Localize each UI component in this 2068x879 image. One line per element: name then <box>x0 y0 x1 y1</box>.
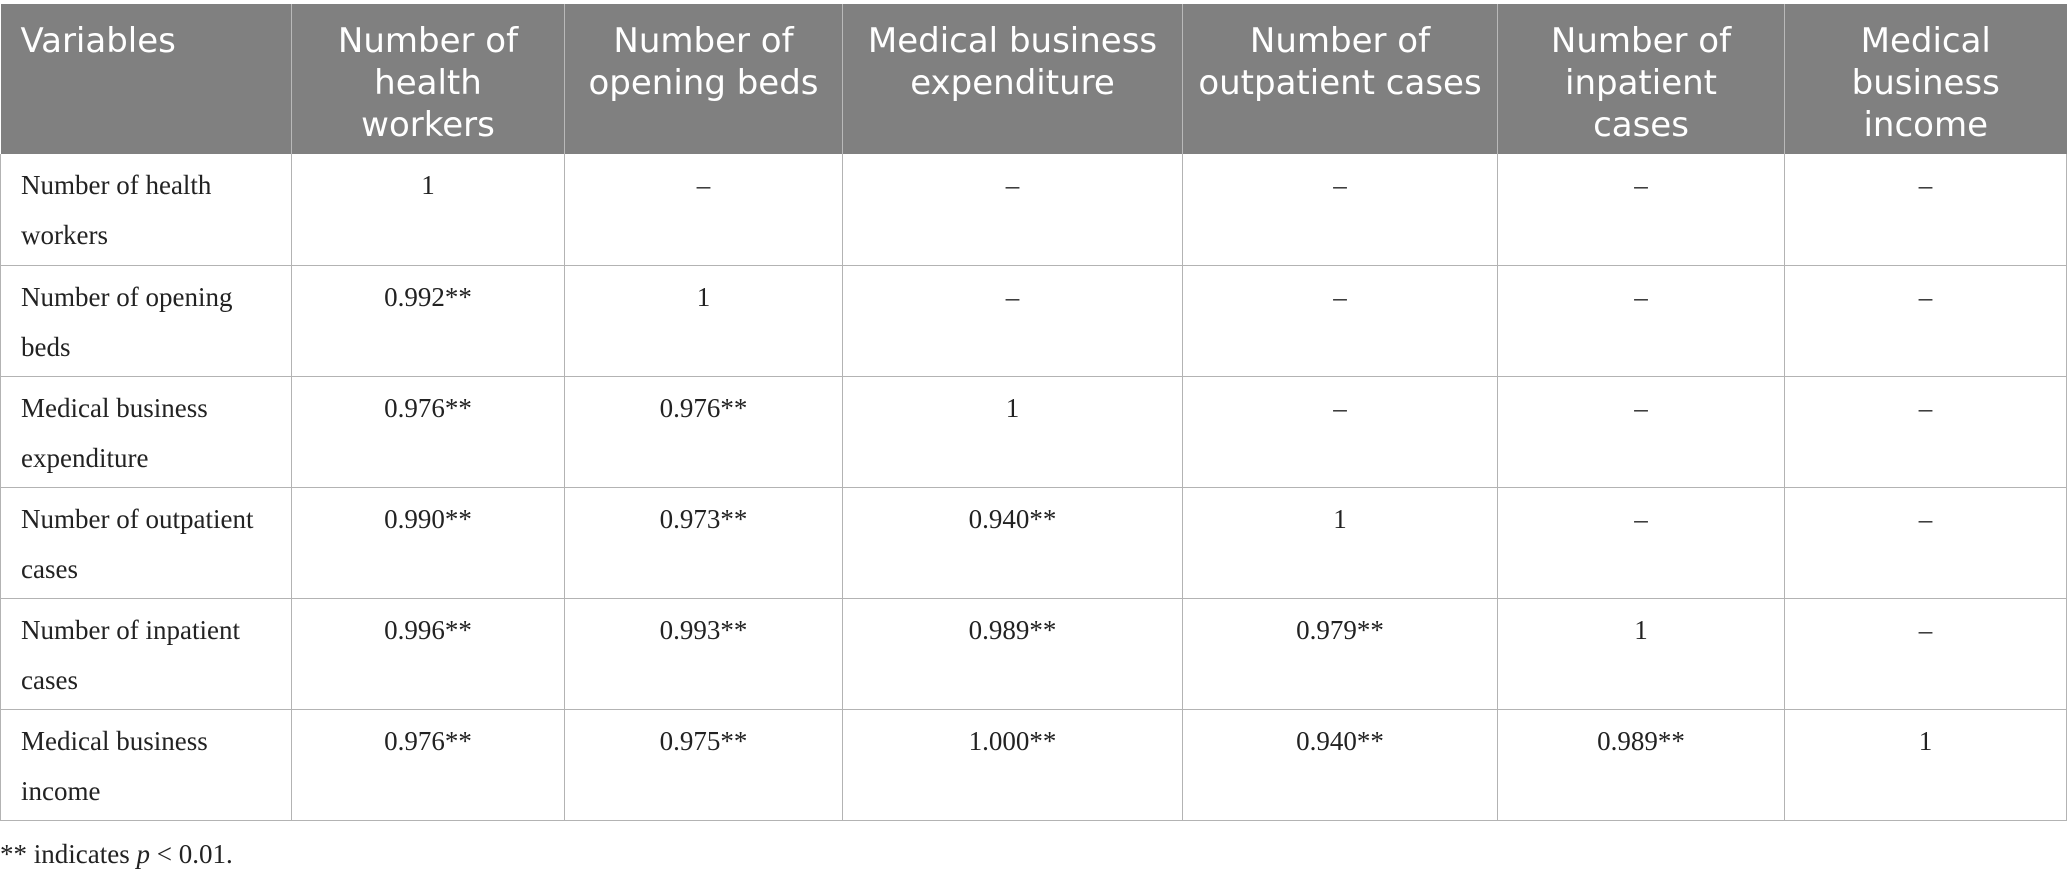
table-cell: – <box>1497 376 1785 488</box>
table-cell: – <box>842 265 1183 377</box>
row-label: Medical business expenditure <box>0 376 292 488</box>
table-cell: – <box>1784 265 2067 377</box>
header-opening-beds: Number of opening beds <box>564 4 843 154</box>
table-cell: 0.996** <box>291 598 565 710</box>
table-cell: 0.975** <box>564 709 843 821</box>
header-outpatient-cases: Number of outpatient cases <box>1182 4 1498 154</box>
table-cell: – <box>842 154 1183 266</box>
footnote-variable: p <box>136 839 150 869</box>
table-cell: – <box>1784 376 2067 488</box>
table-cell: 1.000** <box>842 709 1183 821</box>
row-label: Medical business income <box>0 709 292 821</box>
table-row: Number of health workers 1 – – – – – <box>0 154 2067 266</box>
table-row: Medical business expenditure 0.976** 0.9… <box>0 376 2067 488</box>
table-header: Variables Number of health workers Numbe… <box>0 4 2067 154</box>
header-inpatient-cases: Number of inpatient cases <box>1497 4 1785 154</box>
table-cell: – <box>1497 487 1785 599</box>
table-cell: 1 <box>1784 709 2067 821</box>
table-cell: 0.976** <box>291 709 565 821</box>
table-cell: 0.979** <box>1182 598 1498 710</box>
table-cell: – <box>564 154 843 266</box>
table-row: Number of opening beds 0.992** 1 – – – – <box>0 265 2067 377</box>
table-row: Number of outpatient cases 0.990** 0.973… <box>0 487 2067 599</box>
row-label: Number of health workers <box>0 154 292 266</box>
table-row: Medical business income 0.976** 0.975** … <box>0 709 2067 821</box>
correlation-table: Variables Number of health workers Numbe… <box>0 4 2067 821</box>
table-cell: 0.976** <box>291 376 565 488</box>
table-cell: 0.990** <box>291 487 565 599</box>
table-cell: 0.993** <box>564 598 843 710</box>
header-row: Variables Number of health workers Numbe… <box>0 4 2067 154</box>
table-cell: 0.989** <box>1497 709 1785 821</box>
header-business-income: Medical business income <box>1784 4 2067 154</box>
header-health-workers: Number of health workers <box>291 4 565 154</box>
table-cell: – <box>1497 265 1785 377</box>
table-cell: 1 <box>1182 487 1498 599</box>
table-cell: 0.992** <box>291 265 565 377</box>
table-cell: – <box>1182 376 1498 488</box>
table-cell: 0.976** <box>564 376 843 488</box>
table-cell: 1 <box>1497 598 1785 710</box>
table-body: Number of health workers 1 – – – – – Num… <box>0 154 2067 821</box>
footnote-prefix: ** indicates <box>0 839 137 869</box>
table-cell: – <box>1784 487 2067 599</box>
table-cell: – <box>1784 598 2067 710</box>
table-cell: 1 <box>291 154 565 266</box>
table-cell: 1 <box>842 376 1183 488</box>
table-footnote: ** indicates p < 0.01. <box>0 838 233 870</box>
row-label: Number of outpatient cases <box>0 487 292 599</box>
row-label: Number of inpatient cases <box>0 598 292 710</box>
footnote-suffix: < 0.01. <box>149 839 233 869</box>
correlation-table-container: Variables Number of health workers Numbe… <box>0 4 2067 821</box>
table-cell: – <box>1784 154 2067 266</box>
header-variables: Variables <box>0 4 292 154</box>
table-cell: 0.940** <box>1182 709 1498 821</box>
table-cell: – <box>1497 154 1785 266</box>
table-cell: – <box>1182 154 1498 266</box>
table-cell: – <box>1182 265 1498 377</box>
table-cell: 0.973** <box>564 487 843 599</box>
table-cell: 1 <box>564 265 843 377</box>
table-cell: 0.940** <box>842 487 1183 599</box>
table-cell: 0.989** <box>842 598 1183 710</box>
row-label: Number of opening beds <box>0 265 292 377</box>
header-business-expenditure: Medical business expenditure <box>842 4 1183 154</box>
table-row: Number of inpatient cases 0.996** 0.993*… <box>0 598 2067 710</box>
